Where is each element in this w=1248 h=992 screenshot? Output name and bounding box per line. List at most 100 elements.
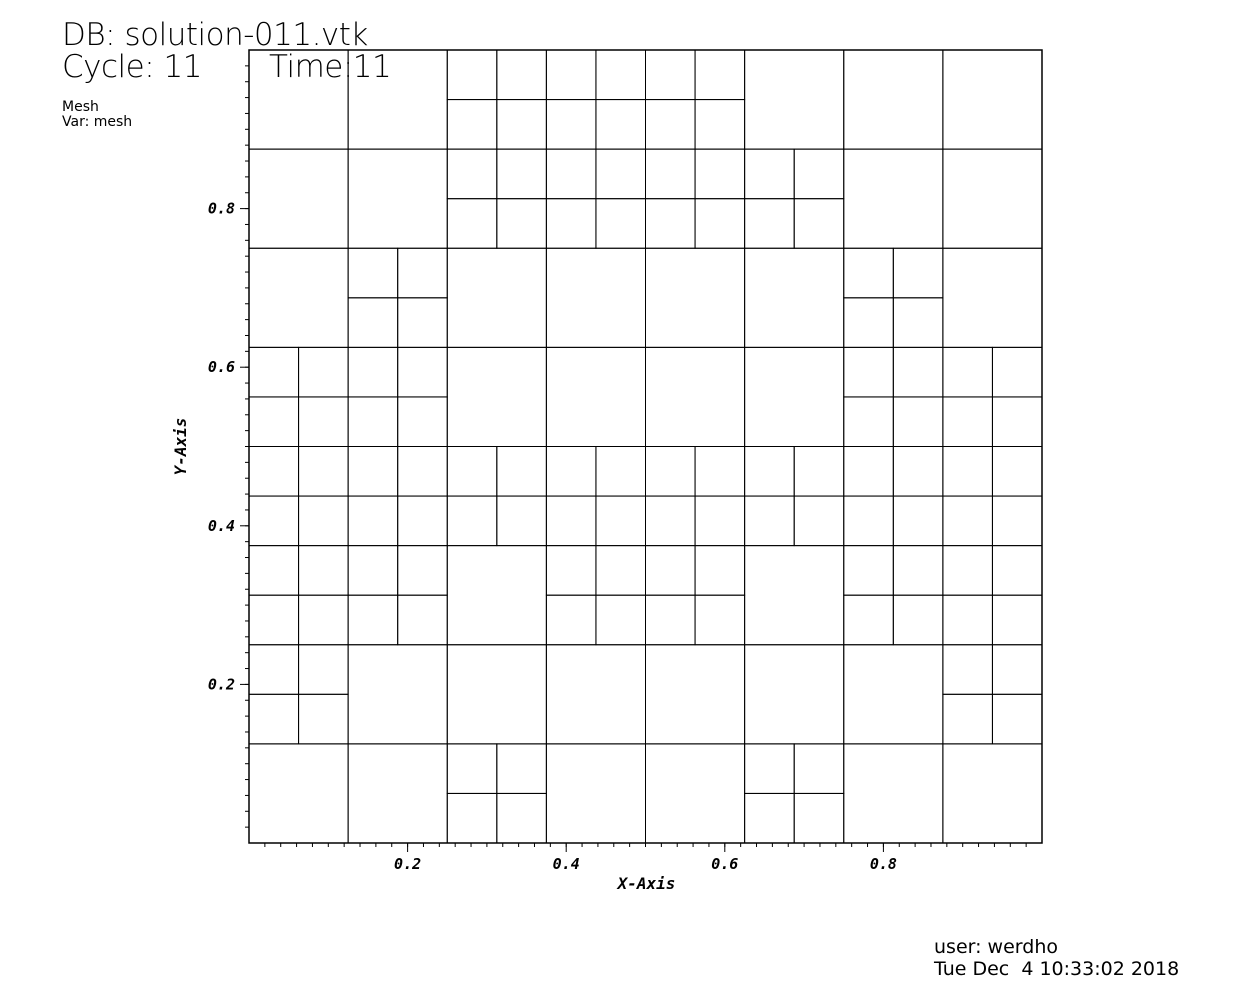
x-tick-label: 0.8 xyxy=(870,855,897,873)
y-tick-label: 0.8 xyxy=(208,200,235,218)
mesh-cell xyxy=(744,346,845,447)
mesh-cell xyxy=(446,99,498,150)
mesh-cell xyxy=(248,49,349,150)
mesh-cell xyxy=(843,148,944,249)
mesh-cell xyxy=(942,396,993,447)
mesh-cell xyxy=(446,148,498,200)
mesh-cell xyxy=(347,446,399,497)
mesh-cell xyxy=(298,545,349,596)
mesh-cell xyxy=(446,545,547,646)
db-label: DB: solution-011.vtk xyxy=(62,17,368,53)
mesh-cell xyxy=(694,49,746,101)
mesh-cell xyxy=(991,693,1043,745)
plot-frame xyxy=(248,49,1043,844)
mesh-cell xyxy=(397,594,448,646)
mesh-cell xyxy=(545,49,597,101)
mesh-cell xyxy=(942,644,993,695)
y-tick-label: 0.4 xyxy=(208,517,235,535)
mesh-cell xyxy=(397,346,448,398)
mesh-cell xyxy=(397,297,448,348)
mesh-cell xyxy=(595,148,646,200)
mesh-cell xyxy=(793,446,845,497)
mesh-cell xyxy=(942,346,993,398)
mesh-cell xyxy=(298,446,349,497)
mesh-cell xyxy=(397,446,448,497)
mesh-cell xyxy=(496,495,547,547)
mesh-cell xyxy=(892,396,944,447)
mesh-cell xyxy=(347,644,448,745)
y-tick-label: 0.6 xyxy=(208,358,235,376)
mesh-cell xyxy=(744,495,795,547)
mesh-cell xyxy=(496,148,547,200)
mesh-cell xyxy=(347,545,399,596)
mesh-cell xyxy=(694,594,746,646)
mesh-cell xyxy=(496,792,547,844)
mesh-cell xyxy=(942,495,993,547)
mesh-cell xyxy=(347,148,448,249)
x-tick-label: 0.4 xyxy=(553,855,580,873)
plot-type-label: Mesh xyxy=(62,99,99,115)
mesh-cell xyxy=(496,446,547,497)
mesh-cell xyxy=(248,247,349,348)
mesh-cell xyxy=(744,49,845,150)
mesh-cell xyxy=(991,396,1043,447)
mesh-cell xyxy=(793,198,845,249)
mesh-cell xyxy=(942,594,993,646)
mesh-cell xyxy=(892,297,944,348)
mesh-cell xyxy=(496,99,547,150)
mesh-cell xyxy=(744,148,795,200)
mesh-cell xyxy=(595,198,646,249)
mesh-cell xyxy=(248,594,300,646)
mesh-cell xyxy=(397,396,448,447)
mesh-cell xyxy=(545,148,597,200)
mesh-cell xyxy=(942,446,993,497)
mesh-cell xyxy=(892,247,944,299)
mesh-cell xyxy=(298,495,349,547)
mesh-cell xyxy=(446,495,498,547)
mesh-cell xyxy=(991,545,1043,596)
mesh-cell xyxy=(694,99,746,150)
mesh-cell xyxy=(446,446,498,497)
mesh-cell xyxy=(298,396,349,447)
y-axis-title: Y-Axis xyxy=(171,418,190,476)
mesh-cell xyxy=(545,743,646,844)
mesh-cell xyxy=(793,148,845,200)
mesh-cell xyxy=(942,247,1043,348)
mesh-cell xyxy=(793,743,845,794)
x-tick-label: 0.6 xyxy=(711,855,738,873)
mesh-cell xyxy=(645,495,696,547)
mesh-cell xyxy=(942,545,993,596)
mesh-cell xyxy=(843,594,894,646)
mesh-cell xyxy=(892,495,944,547)
mesh-cell xyxy=(645,148,696,200)
mesh-cell xyxy=(744,644,845,745)
mesh-cell xyxy=(694,198,746,249)
mesh-cell xyxy=(595,446,646,497)
mesh-cell xyxy=(248,545,300,596)
mesh-cell xyxy=(545,99,597,150)
cycle-label: Cycle: 11 xyxy=(62,49,202,85)
mesh-cell xyxy=(843,545,894,596)
mesh-cell xyxy=(545,495,597,547)
mesh-cell xyxy=(446,247,547,348)
mesh-cell xyxy=(645,446,696,497)
mesh-cell xyxy=(595,99,646,150)
mesh-cell xyxy=(843,396,894,447)
mesh-cell xyxy=(298,644,349,695)
mesh-cell xyxy=(397,545,448,596)
mesh-cell xyxy=(545,198,597,249)
mesh-cell xyxy=(793,495,845,547)
time-label: Time:11 xyxy=(269,49,392,85)
mesh-cell xyxy=(298,346,349,398)
mesh-cell xyxy=(595,49,646,101)
mesh-cell xyxy=(446,198,498,249)
mesh-cell xyxy=(595,594,646,646)
mesh-cell xyxy=(991,346,1043,398)
mesh-cell xyxy=(397,495,448,547)
axis-ticks: 0.2 0.4 0.6 0.8 0.2 0.4 0.6 0.8 xyxy=(208,65,1027,873)
mesh-cells xyxy=(248,49,1043,844)
mesh-cell xyxy=(694,495,746,547)
mesh-cell xyxy=(248,148,349,249)
mesh-cell xyxy=(347,495,399,547)
mesh-cell xyxy=(248,644,300,695)
